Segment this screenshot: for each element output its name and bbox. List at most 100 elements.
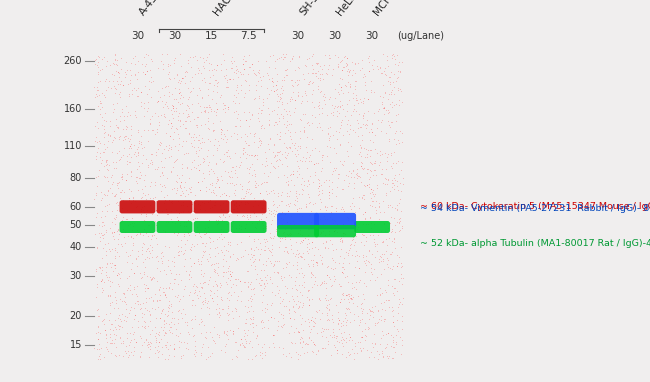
Point	[351, 248, 361, 254]
Point	[230, 304, 240, 311]
Point	[313, 191, 323, 197]
Point	[218, 252, 229, 258]
Point	[103, 167, 113, 173]
Point	[325, 55, 335, 61]
Point	[159, 285, 169, 291]
Point	[261, 236, 271, 242]
Point	[190, 289, 200, 295]
Point	[190, 122, 201, 128]
Point	[335, 142, 345, 148]
Point	[245, 164, 255, 170]
Point	[265, 234, 276, 240]
Point	[291, 77, 302, 83]
Point	[300, 62, 311, 68]
Point	[317, 333, 327, 339]
Point	[240, 340, 251, 346]
Point	[143, 339, 153, 345]
Point	[339, 337, 349, 343]
Point	[155, 297, 165, 303]
Point	[209, 261, 219, 267]
Point	[147, 232, 157, 238]
Point	[373, 259, 384, 265]
Point	[170, 276, 180, 282]
Point	[371, 207, 382, 214]
Point	[346, 296, 357, 302]
Point	[204, 353, 214, 359]
Point	[261, 262, 271, 269]
Point	[254, 138, 264, 144]
Point	[378, 256, 389, 262]
Point	[107, 230, 118, 236]
Point	[359, 182, 369, 188]
Point	[131, 154, 141, 160]
Point	[312, 60, 322, 66]
Point	[310, 274, 320, 280]
Point	[267, 246, 278, 253]
Point	[203, 304, 214, 311]
Point	[365, 167, 375, 173]
Point	[192, 70, 203, 76]
Point	[265, 274, 275, 280]
Point	[358, 291, 368, 297]
Point	[268, 263, 279, 269]
Point	[387, 226, 397, 232]
Point	[216, 126, 226, 132]
Point	[229, 109, 239, 115]
Point	[364, 129, 374, 135]
Point	[339, 82, 350, 88]
Text: ~ 52 kDa- alpha Tubulin (MA1-80017 Rat / IgG)-488nm: ~ 52 kDa- alpha Tubulin (MA1-80017 Rat /…	[420, 239, 650, 248]
Point	[196, 330, 206, 336]
Point	[362, 154, 372, 160]
Point	[129, 112, 140, 118]
Point	[109, 106, 119, 112]
Point	[196, 271, 206, 277]
Point	[163, 83, 174, 89]
Point	[159, 146, 169, 152]
Point	[212, 311, 222, 317]
Point	[387, 204, 397, 210]
Point	[118, 134, 129, 141]
Point	[220, 348, 230, 354]
Point	[333, 63, 343, 70]
Point	[152, 332, 162, 338]
Point	[227, 60, 237, 66]
Point	[135, 175, 145, 181]
Point	[92, 307, 102, 313]
Point	[372, 356, 383, 362]
Point	[354, 253, 365, 259]
Point	[267, 78, 278, 84]
Point	[296, 191, 307, 197]
Point	[150, 110, 161, 116]
Point	[120, 136, 130, 142]
Point	[397, 301, 408, 307]
Point	[356, 153, 367, 159]
Point	[111, 317, 121, 324]
Point	[284, 350, 294, 356]
Point	[277, 161, 287, 167]
Point	[219, 73, 229, 79]
Point	[287, 140, 297, 146]
Point	[222, 209, 232, 215]
Point	[218, 136, 229, 142]
Point	[146, 56, 157, 62]
Point	[167, 258, 177, 264]
Point	[221, 198, 231, 204]
Point	[379, 104, 389, 110]
Point	[393, 111, 403, 117]
Point	[209, 66, 220, 72]
Point	[240, 320, 251, 326]
Point	[96, 66, 107, 72]
Point	[94, 167, 104, 173]
Point	[335, 295, 346, 301]
Point	[139, 281, 150, 287]
Point	[267, 108, 278, 114]
Point	[324, 230, 335, 236]
Point	[341, 292, 351, 298]
Point	[250, 244, 261, 250]
Point	[231, 162, 241, 168]
Point	[310, 320, 320, 326]
Point	[248, 210, 259, 217]
Point	[231, 203, 241, 209]
Point	[277, 277, 287, 283]
Point	[142, 68, 152, 74]
